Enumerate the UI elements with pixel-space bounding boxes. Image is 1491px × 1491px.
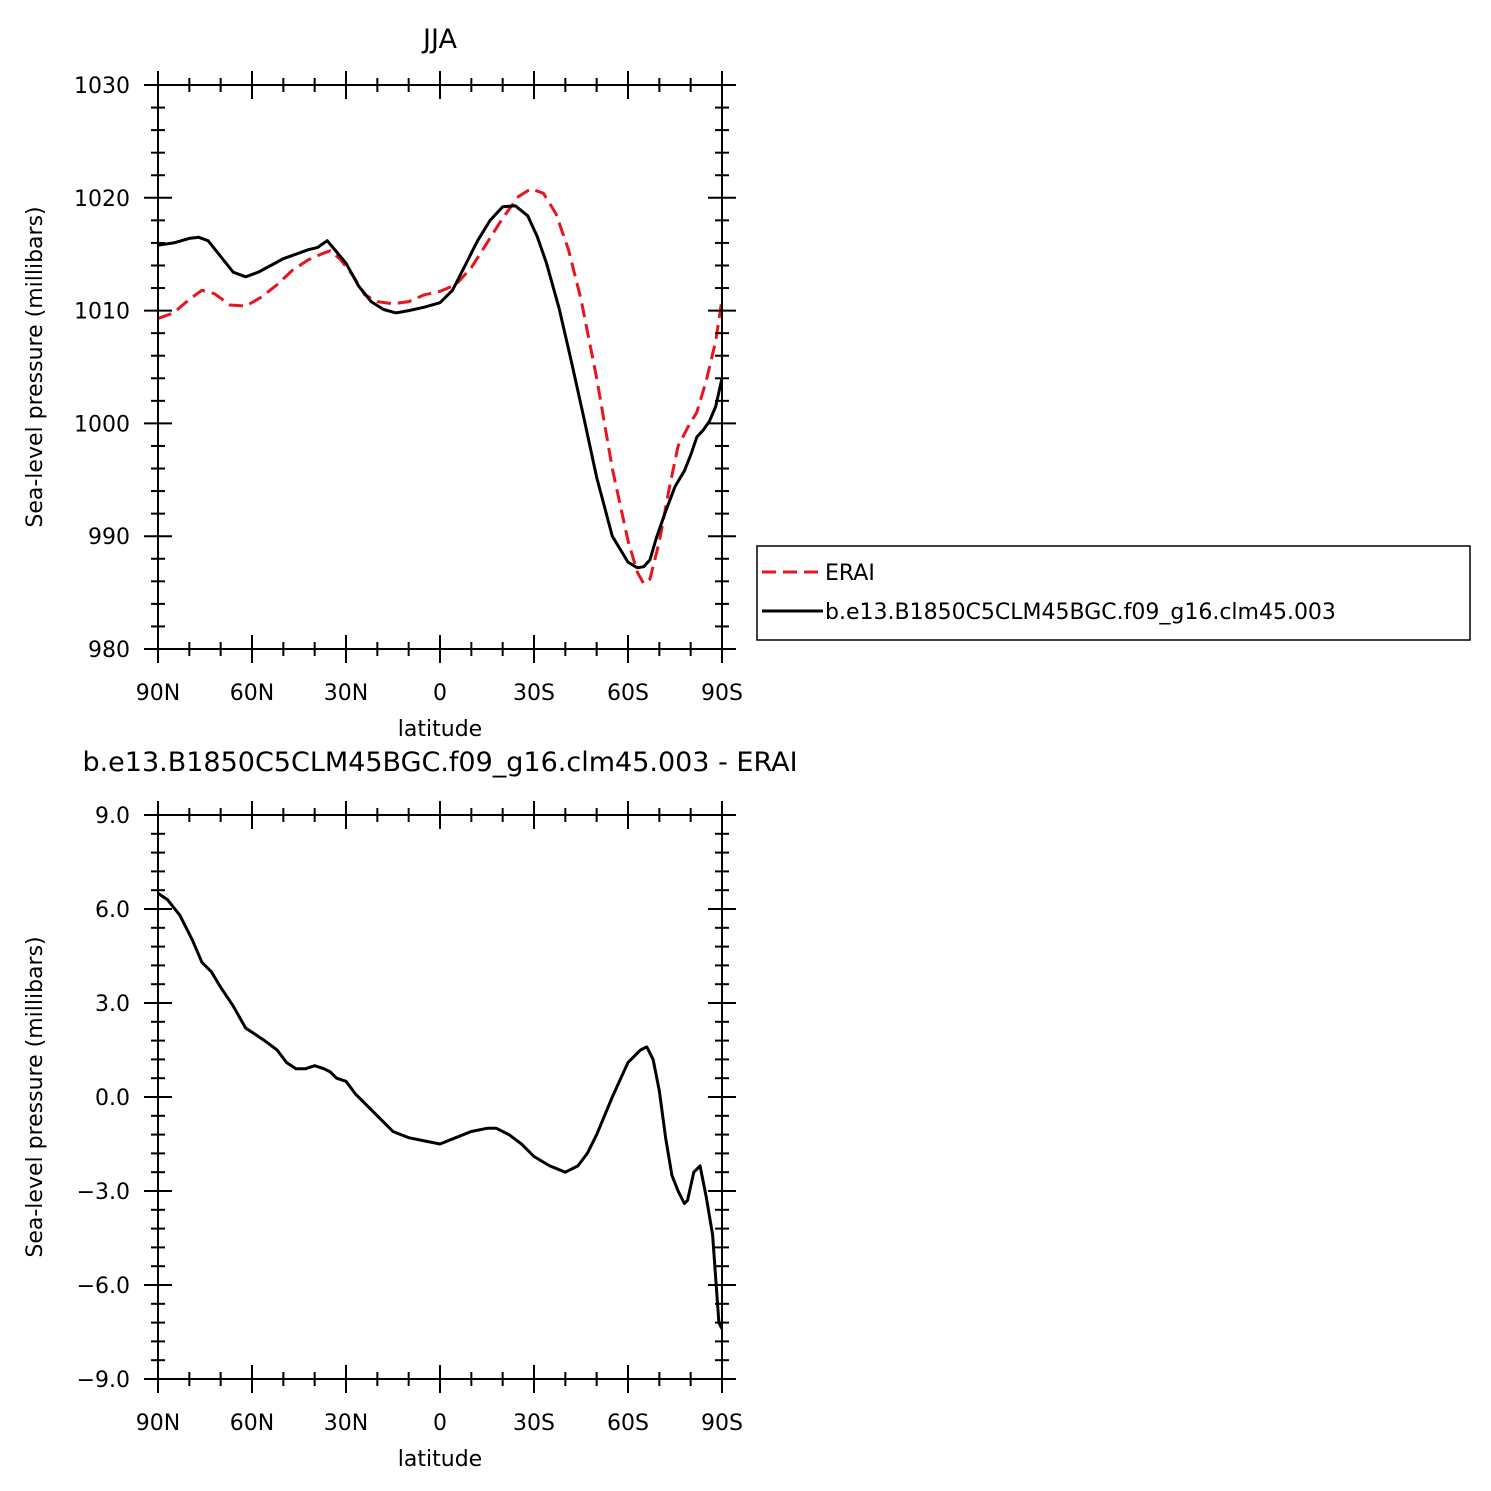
x-tick-label: 30N bbox=[324, 681, 368, 706]
panel-bottom: b.e13.B1850C5CLM45BGC.f09_g16.clm45.003 … bbox=[23, 747, 798, 1472]
y-tick-label: 1030 bbox=[74, 74, 130, 99]
y-tick-label: 3.0 bbox=[95, 992, 130, 1017]
bottom-series-lines bbox=[158, 892, 722, 1330]
x-tick-label: 60S bbox=[607, 681, 649, 706]
bottom-y-tick-labels: −9.0 −6.0 −3.0 0.0 3.0 6.0 9.0 bbox=[77, 804, 130, 1393]
x-tick-label: 90N bbox=[136, 1411, 180, 1436]
bottom-y-axis-label: Sea-level pressure (millibars) bbox=[23, 936, 48, 1257]
bottom-ticks bbox=[144, 801, 736, 1393]
top-plot-frame bbox=[157, 84, 723, 650]
bottom-difference-line bbox=[158, 892, 722, 1330]
legend-model-label: b.e13.B1850C5CLM45BGC.f09_g16.clm45.003 bbox=[825, 600, 1336, 625]
top-series-erai-line bbox=[158, 187, 722, 586]
x-tick-label: 60N bbox=[230, 1411, 274, 1436]
x-tick-label: 90S bbox=[701, 681, 743, 706]
y-tick-label: 6.0 bbox=[95, 898, 130, 923]
x-tick-label: 30S bbox=[513, 681, 555, 706]
y-tick-label: 9.0 bbox=[95, 804, 130, 829]
y-tick-label: 980 bbox=[88, 638, 130, 663]
legend-box bbox=[756, 545, 1471, 641]
top-series-lines bbox=[158, 187, 722, 586]
y-tick-label: −3.0 bbox=[77, 1180, 130, 1205]
x-tick-label: 30S bbox=[513, 1411, 555, 1436]
top-title: JJA bbox=[421, 24, 457, 55]
x-tick-label: 60N bbox=[230, 681, 274, 706]
top-x-tick-labels: 90N 60N 30N 0 30S 60S 90S bbox=[136, 681, 743, 706]
panel-top: JJA 90N 60N 30N 0 30S 60S 90S 980 990 1000 1010 10… bbox=[23, 24, 1471, 742]
y-tick-label: 0.0 bbox=[95, 1086, 130, 1111]
y-tick-label: 1000 bbox=[74, 412, 130, 437]
top-y-tick-labels: 980 990 1000 1010 1020 1030 bbox=[74, 74, 130, 663]
x-tick-label: 90S bbox=[701, 1411, 743, 1436]
top-y-axis-label: Sea-level pressure (millibars) bbox=[23, 206, 48, 527]
top-ticks bbox=[144, 71, 736, 663]
x-tick-label: 90N bbox=[136, 681, 180, 706]
y-tick-label: 1010 bbox=[74, 300, 130, 325]
x-tick-label: 0 bbox=[433, 681, 447, 706]
bottom-title: b.e13.B1850C5CLM45BGC.f09_g16.clm45.003 … bbox=[82, 747, 797, 778]
bottom-x-tick-labels: 90N 60N 30N 0 30S 60S 90S bbox=[136, 1411, 743, 1436]
y-tick-label: −9.0 bbox=[77, 1368, 130, 1393]
legend: ERAI b.e13.B1850C5CLM45BGC.f09_g16.clm45… bbox=[756, 545, 1471, 641]
y-tick-label: −6.0 bbox=[77, 1274, 130, 1299]
y-tick-label: 1020 bbox=[74, 187, 130, 212]
x-tick-label: 60S bbox=[607, 1411, 649, 1436]
x-tick-label: 0 bbox=[433, 1411, 447, 1436]
top-series-model-line bbox=[158, 204, 722, 570]
x-tick-label: 30N bbox=[324, 1411, 368, 1436]
bottom-x-axis-label: latitude bbox=[398, 1447, 482, 1472]
legend-erai-label: ERAI bbox=[825, 561, 875, 586]
y-tick-label: 990 bbox=[88, 525, 130, 550]
top-x-axis-label: latitude bbox=[398, 717, 482, 742]
bottom-plot-frame bbox=[157, 814, 723, 1380]
